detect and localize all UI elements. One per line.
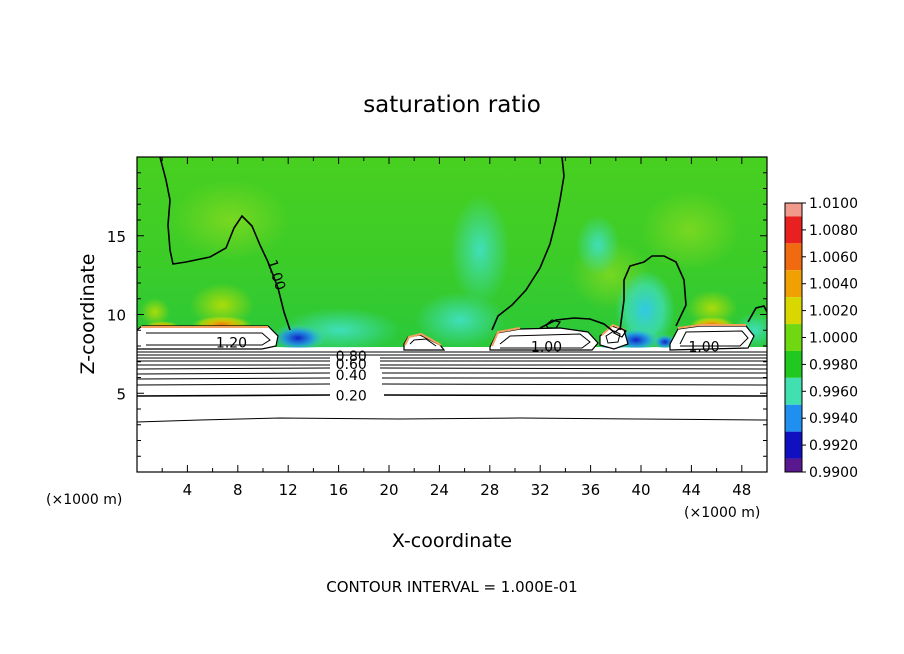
cloud-cell-1 (137, 325, 279, 350)
colorbar-label: 0.9900 (809, 465, 858, 481)
cloud-edge-orange (677, 324, 746, 329)
low-region (137, 348, 767, 472)
colorbar-swatch (785, 377, 802, 405)
colorbar-swatch (785, 297, 802, 325)
cloud-edge-orange (404, 332, 442, 346)
cloud-inner-contours (146, 330, 749, 349)
x-tick-label: 16 (329, 481, 348, 499)
contour-line (409, 338, 437, 347)
contour-line (146, 332, 271, 346)
colorbar-swatch (785, 270, 802, 298)
y-tick-label: 15 (107, 228, 126, 246)
contour-line (137, 367, 767, 370)
contour-line (137, 372, 767, 375)
contour-line (137, 394, 767, 397)
colorbar: 1.0100 1.0080 1.0060 1.0040 1.0020 1.0000 0.99… (784, 196, 858, 481)
field-yellow-patch (140, 298, 170, 326)
colorbar-swatch (785, 431, 802, 459)
plot-area: 1.001.200.800.600.400.201.00 1.00 (137, 157, 767, 472)
cloud-edges (141, 323, 746, 347)
colorbar-label: 1.0100 (809, 196, 858, 212)
colorbar-label: 0.9960 (809, 384, 858, 400)
field-blue-patch (270, 324, 326, 352)
y-tick-label: 10 (107, 307, 126, 325)
colorbar-label: 0.9920 (809, 438, 858, 454)
colorbar-label: 1.0060 (809, 250, 858, 266)
colorbar-swatch (785, 216, 802, 244)
colorbar-label: 1.0000 (809, 331, 858, 347)
contour-label: 1.00 (688, 340, 719, 356)
colorbar-label: 1.0080 (809, 223, 858, 239)
x-tick-label: 4 (183, 481, 193, 499)
x-tick-label: 32 (531, 481, 550, 499)
contour-line (499, 333, 591, 349)
contour-label: 0.20 (336, 388, 367, 404)
contour-label: 0.60 (336, 357, 367, 373)
contour-label: 1.20 (216, 336, 247, 352)
field-yellow-patch (190, 283, 254, 327)
contour-1-00-right (619, 255, 687, 331)
x-axis-label: X-coordinate (392, 530, 512, 552)
colorbar-swatch (785, 458, 802, 472)
x-tick-label: 12 (279, 481, 298, 499)
contour-1-00-left (159, 157, 291, 331)
x-tick-label: 20 (379, 481, 398, 499)
contour-small-loop (545, 319, 561, 329)
x-unit-left: (×1000 m) (46, 492, 122, 508)
cloud-edge-orange (491, 327, 521, 347)
field-contours (159, 157, 767, 338)
field-light-patch (170, 180, 290, 260)
colorbar-label: 0.9980 (809, 357, 858, 373)
contour-1-00-mid (491, 157, 565, 331)
colorbar-swatch (785, 203, 802, 217)
contour-label: 0.80 (336, 349, 367, 365)
x-tick-label: 24 (430, 481, 449, 499)
field-cyan-patch (450, 195, 510, 305)
field-cyan-patch (576, 215, 620, 275)
field-light-patch (640, 190, 740, 270)
x-tick-label: 28 (480, 481, 499, 499)
colorbar-label: 1.0040 (809, 277, 858, 293)
colorbar-label: 0.9940 (809, 411, 858, 427)
y-axis-label: Z-coordinate (77, 254, 99, 375)
contour-label: 0.40 (336, 368, 367, 384)
cloud-cells (137, 325, 755, 351)
x-tick-label: 36 (581, 481, 600, 499)
chart-title: saturation ratio (363, 92, 541, 118)
colorbar-label: 1.0020 (809, 304, 858, 320)
x-tick-label: 44 (682, 481, 701, 499)
colorbar-swatch (785, 350, 802, 378)
lower-contours (137, 351, 767, 423)
contour-label: 1.00 (531, 340, 562, 356)
colorbar-swatch (785, 324, 802, 351)
x-tick-label: 40 (631, 481, 650, 499)
x-tick-label: 8 (233, 481, 243, 499)
contour-1-00-edge (747, 305, 767, 323)
field-cyan-patch (415, 292, 505, 348)
contour-line (137, 417, 767, 423)
contour-line (137, 377, 767, 380)
colorbar-swatch (785, 243, 802, 271)
contour-line (679, 330, 749, 347)
colorbar-swatch (785, 404, 802, 432)
x-unit-right: (×1000 m) (684, 505, 760, 521)
contour-interval-footer: CONTOUR INTERVAL = 1.000E-01 (326, 578, 577, 596)
contour-1-00-blob (539, 317, 615, 333)
field-yellow-patch (687, 290, 737, 326)
contour-line (137, 383, 767, 386)
x-tick-label: 48 (732, 481, 751, 499)
y-tick-label: 5 (116, 385, 126, 403)
contour-small-loop (612, 327, 627, 338)
